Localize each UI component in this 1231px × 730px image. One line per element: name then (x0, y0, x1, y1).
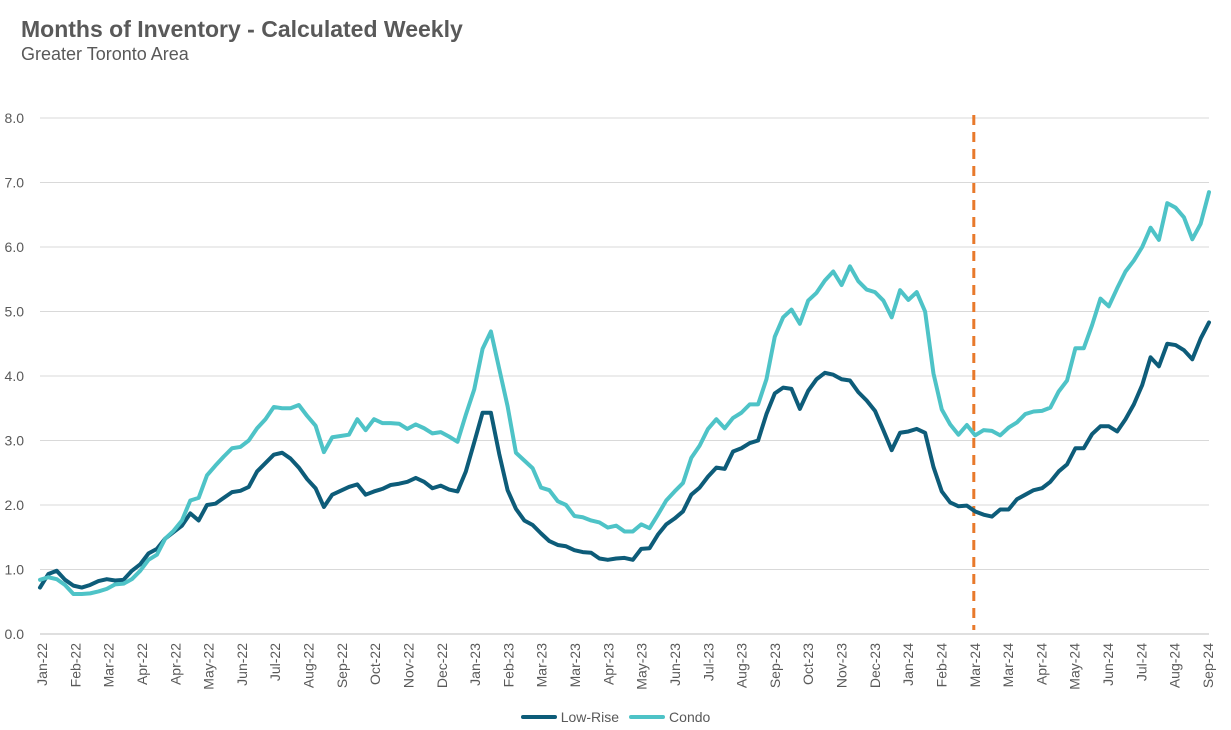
x-tick-label: Apr-22 (134, 643, 150, 685)
x-tick-label: Oct-23 (800, 643, 816, 685)
chart-title: Months of Inventory - Calculated Weekly (21, 16, 463, 42)
x-tick-label: Jan-24 (900, 643, 916, 686)
y-axis-tick-labels: 0.0 1.0 2.0 3.0 4.0 5.0 6.0 7.0 8.0 (5, 110, 25, 642)
y-tick-label: 7.0 (5, 175, 25, 191)
line-chart: 0.0 1.0 2.0 3.0 4.0 5.0 6.0 7.0 8.0 Jan-22 Feb-22… (5, 110, 1216, 690)
x-tick-label: Dec-23 (867, 643, 883, 688)
y-tick-label: 8.0 (5, 110, 25, 126)
y-tick-label: 1.0 (5, 562, 25, 578)
x-tick-label: Sep-22 (334, 643, 350, 688)
x-tick-label: Mar-23 (567, 643, 583, 688)
y-tick-label: 3.0 (5, 433, 25, 449)
x-tick-label: May-22 (201, 643, 217, 690)
chart-subtitle: Greater Toronto Area (21, 44, 189, 64)
x-tick-label: Feb-22 (67, 643, 83, 688)
x-tick-label: Dec-22 (434, 643, 450, 688)
y-tick-label: 6.0 (5, 239, 25, 255)
x-tick-label: Jul-23 (700, 643, 716, 681)
x-tick-label: Jun-22 (234, 643, 250, 686)
x-tick-label: Apr-23 (600, 643, 616, 685)
legend-item-condo: Condo (629, 709, 710, 725)
x-tick-label: Mar-24 (1000, 643, 1016, 688)
legend-item-low-rise: Low-Rise (520, 709, 620, 725)
x-tick-label: Jul-24 (1133, 643, 1149, 681)
x-tick-label: Feb-23 (500, 643, 516, 688)
x-tick-label: Sep-23 (767, 643, 783, 688)
y-tick-label: 0.0 (5, 626, 25, 642)
x-tick-label: Aug-24 (1167, 643, 1183, 688)
x-tick-label: Mar-22 (101, 643, 117, 688)
y-tick-label: 5.0 (5, 304, 25, 320)
legend-swatch-condo (629, 715, 666, 719)
gridlines (40, 117, 1209, 635)
series-layer (38, 190, 1211, 597)
y-tick-label: 2.0 (5, 497, 25, 513)
x-tick-label: Oct-22 (367, 643, 383, 685)
x-tick-label: Mar-23 (534, 643, 550, 688)
x-tick-label: May-23 (634, 643, 650, 690)
x-tick-label: Apr-24 (1033, 643, 1049, 685)
x-tick-label: Jun-24 (1100, 643, 1116, 686)
series-line-low-rise (38, 320, 1211, 590)
x-tick-label: Aug-23 (734, 643, 750, 688)
legend-swatch-low-rise (520, 715, 557, 719)
legend-label-condo: Condo (669, 709, 711, 725)
x-tick-label: Mar-24 (967, 643, 983, 688)
x-axis-tick-labels: Jan-22 Feb-22 Mar-22 Apr-22 Apr-22 May-22 Jun-… (34, 643, 1216, 690)
x-tick-label: Jan-22 (34, 643, 50, 686)
x-tick-label: Jun-23 (667, 643, 683, 686)
legend-label-low-rise: Low-Rise (560, 709, 620, 725)
y-tick-label: 4.0 (5, 368, 25, 384)
x-tick-label: Jan-23 (467, 643, 483, 686)
x-tick-label: May-24 (1067, 643, 1083, 690)
x-tick-label: Nov-23 (834, 643, 850, 688)
x-tick-label: Aug-22 (301, 643, 317, 688)
x-tick-label: Apr-22 (167, 643, 183, 685)
x-tick-label: Feb-24 (933, 643, 949, 688)
x-tick-label: Nov-22 (400, 643, 416, 688)
series-line-condo (38, 190, 1211, 597)
x-tick-label: Sep-24 (1200, 643, 1216, 688)
x-tick-label: Jul-22 (267, 643, 283, 681)
chart-legend: Low-Rise Condo (0, 709, 1231, 725)
